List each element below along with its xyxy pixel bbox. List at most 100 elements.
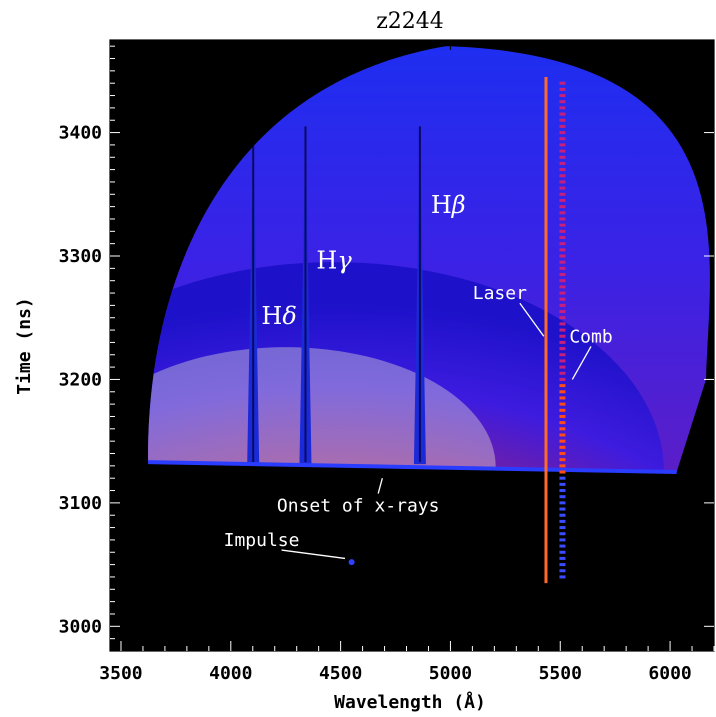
- plot-frame: [109, 39, 715, 652]
- annotation-pointer: [377, 478, 383, 494]
- comb-tick: [559, 124, 566, 128]
- comb-tick: [559, 297, 566, 301]
- annotation-pointer: [519, 302, 545, 337]
- comb-tick: [559, 149, 566, 153]
- comb-tick: [559, 470, 566, 474]
- comb-tick: [559, 476, 566, 480]
- comb-tick: [559, 174, 566, 178]
- comb-tick: [559, 254, 566, 258]
- comb-tick: [559, 396, 566, 400]
- comb-tick: [559, 556, 566, 560]
- comb-tick: [559, 205, 566, 209]
- comb-tick: [559, 569, 566, 573]
- comb-tick: [559, 316, 566, 320]
- y-tick-label: 3400: [59, 123, 102, 144]
- comb-tick: [559, 575, 566, 579]
- comb-tick: [559, 217, 566, 221]
- comb-tick: [559, 458, 566, 462]
- comb-tick: [559, 161, 566, 165]
- comb-tick: [559, 192, 566, 196]
- comb-tick: [559, 310, 566, 314]
- comb-tick: [559, 421, 566, 425]
- comb-tick: [559, 180, 566, 184]
- annotation-pointer: [571, 346, 592, 380]
- comb-tick: [559, 495, 566, 499]
- comb-tick: [559, 334, 566, 338]
- comb-tick: [559, 266, 566, 270]
- comb-tick: [559, 353, 566, 357]
- x-tick-label: 4500: [319, 663, 362, 684]
- comb-tick: [559, 211, 566, 215]
- y-tick-label: 3300: [59, 246, 102, 267]
- comb-tick: [559, 359, 566, 363]
- comb-tick: [559, 445, 566, 449]
- comb-tick: [559, 291, 566, 295]
- comb-tick: [559, 248, 566, 252]
- comb-tick: [559, 550, 566, 554]
- x-tick-label: 4000: [209, 663, 252, 684]
- comb-tick: [559, 402, 566, 406]
- comb-tick: [559, 303, 566, 307]
- comb-tick: [559, 544, 566, 548]
- comb-tick: [559, 143, 566, 147]
- comb-tick: [559, 365, 566, 369]
- comb-tick: [559, 507, 566, 511]
- chart-title: z2244: [376, 9, 444, 34]
- comb-tick: [559, 371, 566, 375]
- comb-tick: [559, 198, 566, 202]
- comb-tick: [559, 94, 566, 98]
- comb-tick: [559, 414, 566, 418]
- comb-tick: [559, 100, 566, 104]
- x-tick-label: 5000: [429, 663, 472, 684]
- comb-tick: [559, 439, 566, 443]
- comb-tick: [559, 279, 566, 283]
- comb-tick: [559, 106, 566, 110]
- comb-tick: [559, 229, 566, 233]
- continuum-heat: [148, 262, 665, 473]
- comb-tick: [559, 427, 566, 431]
- y-tick-label: 3000: [59, 616, 102, 637]
- comb-tick: [559, 328, 566, 332]
- comb-tick: [559, 131, 566, 135]
- comb-tick: [559, 501, 566, 505]
- comb-tick: [559, 464, 566, 468]
- comb-tick: [559, 489, 566, 493]
- x-ray-onset-edge: [148, 460, 677, 475]
- comb-tick: [559, 223, 566, 227]
- comb-tick: [559, 81, 566, 85]
- comb-tick: [559, 433, 566, 437]
- comb-tick: [559, 235, 566, 239]
- label-hbeta: Hβ: [431, 191, 466, 219]
- comb-tick: [559, 519, 566, 523]
- x-axis-label: Wavelength (Å): [334, 690, 486, 713]
- comb-tick: [559, 242, 566, 246]
- comb-tick: [559, 168, 566, 172]
- comb-tick: [559, 186, 566, 190]
- comb-tick: [559, 408, 566, 412]
- x-tick-label: 3500: [99, 663, 142, 684]
- comb-tick: [559, 513, 566, 517]
- comb-tick: [559, 340, 566, 344]
- comb-tick: [559, 390, 566, 394]
- comb-tick: [559, 384, 566, 388]
- comb-tick: [559, 526, 566, 530]
- comb-markers: [559, 81, 566, 579]
- comb-tick: [559, 155, 566, 159]
- comb-tick: [559, 87, 566, 91]
- annotation-pointer: [281, 549, 346, 560]
- label-hdelta: Hδ: [261, 302, 296, 330]
- comb-tick: [559, 563, 566, 567]
- annotation-comb: Comb: [569, 326, 612, 347]
- comb-tick: [559, 482, 566, 486]
- impulse-point: [348, 559, 355, 566]
- comb-tick: [559, 322, 566, 326]
- y-tick-label: 3100: [59, 493, 102, 514]
- comb-tick: [559, 377, 566, 381]
- comb-tick: [559, 112, 566, 116]
- comb-tick: [559, 260, 566, 264]
- annotation-impulse: Impulse: [224, 530, 300, 551]
- annotation-laser: Laser: [473, 283, 527, 304]
- comb-tick: [559, 538, 566, 542]
- x-tick-label: 5500: [539, 663, 582, 684]
